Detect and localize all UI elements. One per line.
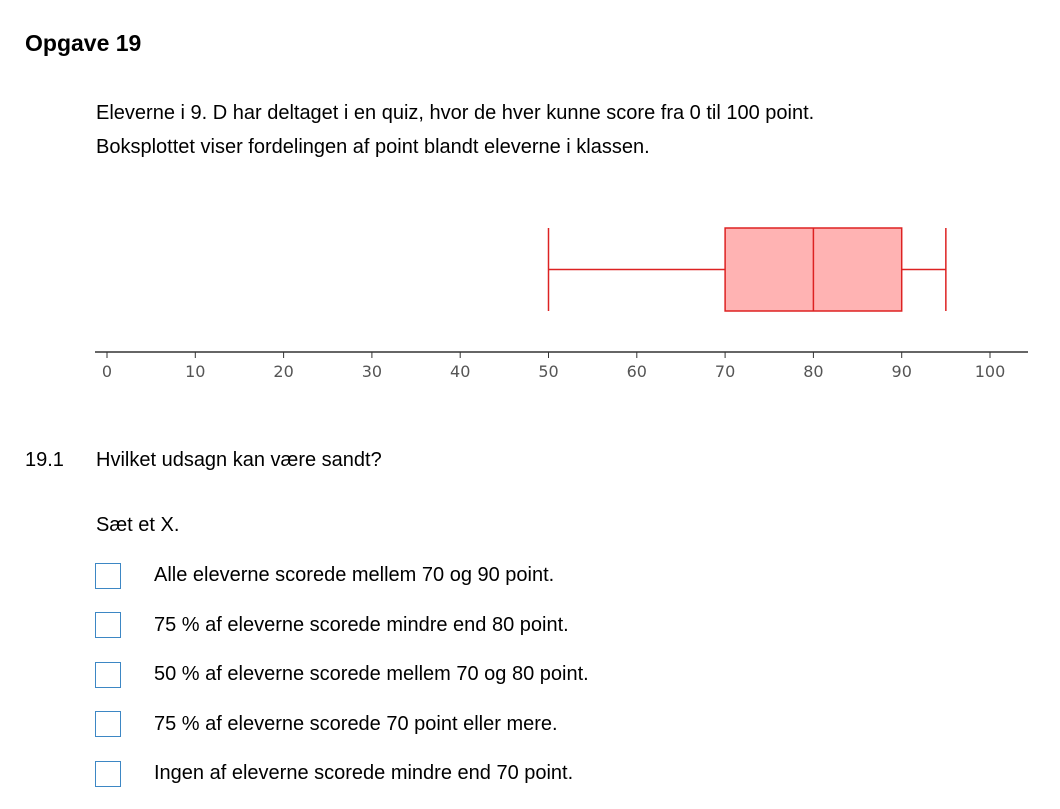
task-intro: Eleverne i 9. D har deltaget i en quiz, …	[96, 96, 814, 164]
x-tick-label: 90	[892, 362, 912, 381]
answer-label: Alle eleverne scorede mellem 70 og 90 po…	[154, 564, 555, 586]
x-tick-label: 100	[975, 362, 1006, 381]
x-tick-label: 70	[715, 362, 735, 381]
answer-checkbox[interactable]	[95, 711, 121, 737]
answer-option: 75 % af eleverne scorede 70 point eller …	[95, 710, 589, 739]
x-tick-label: 0	[102, 362, 112, 381]
answer-option: 50 % af eleverne scorede mellem 70 og 80…	[95, 660, 589, 689]
answer-option: Ingen af eleverne scorede mindre end 70 …	[95, 759, 589, 788]
answer-checkbox[interactable]	[95, 661, 121, 688]
answer-checkbox[interactable]	[95, 760, 121, 787]
answer-option: 75 % af eleverne scorede mindre end 80 p…	[95, 611, 589, 640]
answer-checkbox[interactable]	[95, 612, 121, 638]
answer-checkbox[interactable]	[95, 562, 121, 589]
x-tick-label: 40	[450, 362, 470, 381]
x-tick-label: 20	[273, 362, 293, 381]
question-text: Hvilket udsagn kan være sandt?	[96, 449, 382, 471]
answer-label: 75 % af eleverne scorede mindre end 80 p…	[154, 613, 569, 636]
x-tick-label: 30	[362, 362, 382, 381]
intro-line-2: Boksplottet viser fordelingen af point b…	[96, 136, 650, 158]
question-instruction: Sæt et X.	[96, 514, 180, 536]
task-title: Opgave 19	[25, 30, 142, 56]
x-tick-label: 50	[538, 362, 558, 381]
x-tick-label: 80	[803, 362, 823, 381]
intro-line-1: Eleverne i 9. D har deltaget i en quiz, …	[96, 102, 815, 124]
answer-options: Alle eleverne scorede mellem 70 og 90 po…	[95, 561, 589, 809]
question-number: 19.1	[25, 449, 64, 471]
answer-label: 75 % af eleverne scorede 70 point eller …	[154, 712, 558, 735]
answer-label: 50 % af eleverne scorede mellem 70 og 80…	[154, 663, 589, 685]
x-tick-label: 10	[185, 362, 205, 381]
x-tick-label: 60	[627, 362, 647, 381]
answer-option: Alle eleverne scorede mellem 70 og 90 po…	[95, 561, 589, 590]
answer-label: Ingen af eleverne scorede mindre end 70 …	[154, 762, 574, 784]
boxplot-chart: 0 10 20 30 40 50 60 70 80 90 100	[95, 227, 1028, 381]
x-axis-ticks: 0 10 20 30 40 50 60 70 80 90 100	[102, 352, 1005, 381]
